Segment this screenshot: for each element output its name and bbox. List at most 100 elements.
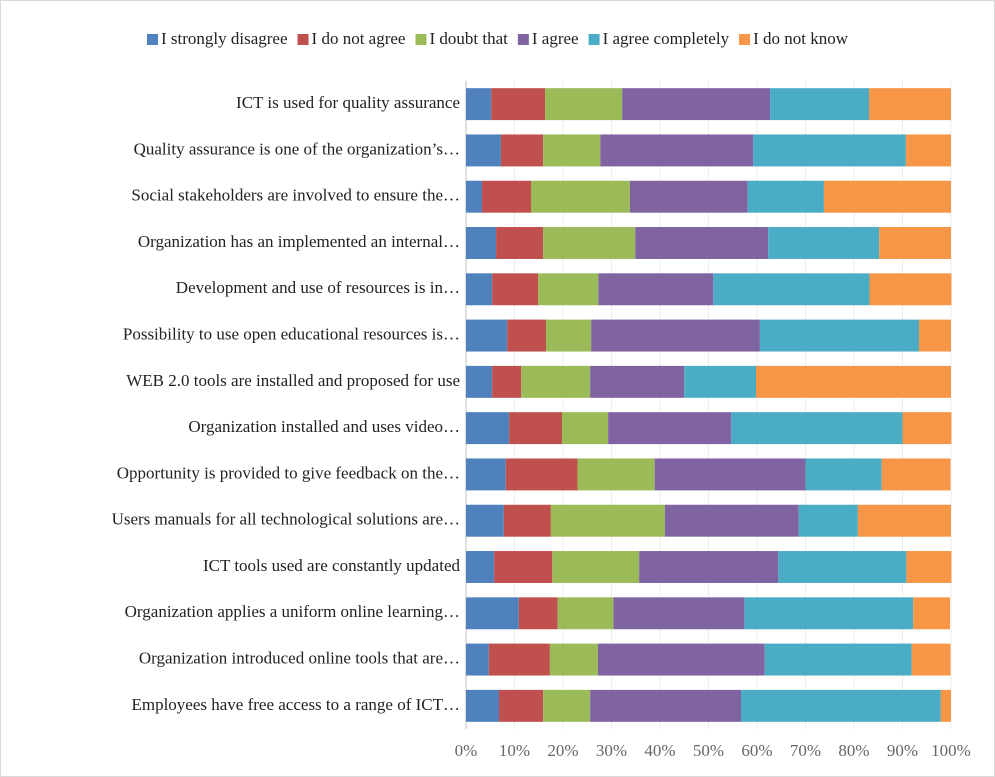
y-tick-label: Organization applies a uniform online le… [125,602,460,621]
bar-segment [798,504,858,537]
bar-segment [557,597,614,630]
y-tick-label: Organization introduced online tools tha… [139,648,460,667]
bar-segment [466,643,489,676]
bar-segment [545,88,623,121]
bar-segment [482,180,531,213]
legend-swatch [147,34,158,45]
bar-segment [768,227,880,259]
bar-segment [466,365,493,398]
bar-segment [753,134,906,167]
bar-segment [496,227,544,259]
bar-segment [805,458,882,491]
x-tick-label: 90% [887,741,918,760]
y-tick-label: Opportunity is provided to give feedback… [117,463,460,482]
x-tick-label: 50% [693,741,724,760]
y-tick-label: Possibility to use open educational reso… [123,324,460,343]
bar-segment [577,458,655,491]
bar-segment [597,643,765,676]
y-tick-label: ICT tools used are constantly updated [203,556,460,575]
y-tick-label: Development and use of resources is in… [176,278,460,297]
bar-segment [466,504,504,537]
y-tick-label: Employees have free access to a range of… [131,695,460,714]
bar-segment [759,319,919,352]
bar-segment [492,273,539,306]
bar-segment [562,412,609,445]
bar-segment [466,88,492,121]
bar-segment [684,365,757,398]
bar-segment [639,551,779,583]
y-tick-label: Social stakeholders are involved to ensu… [131,186,460,205]
bar-segment [600,134,754,167]
bar-segment [466,180,483,213]
bar-segment [629,180,748,213]
bar-segment [521,365,591,398]
bar-segment [498,689,544,722]
bar-segment [466,227,497,259]
bar-segment [770,88,870,121]
bar-segment [466,458,506,491]
bar-segment [744,597,914,630]
legend-label: I strongly disagree [161,29,288,48]
bar-segment [918,319,951,352]
bar-segment [466,597,519,630]
legend-label: I do not know [753,29,849,48]
bar-segment [664,504,799,537]
x-tick-label: 100% [931,741,971,760]
bar-segment [500,134,544,167]
y-tick-label: Quality assurance is one of the organiza… [134,139,460,158]
bar-segment [902,412,952,445]
bar-segment [881,458,951,491]
y-tick-label: ICT is used for quality assurance [236,93,460,112]
legend-label: I do not agree [312,29,406,48]
bar-segment [549,643,598,676]
x-tick-label: 80% [838,741,869,760]
bar-segment [598,273,714,306]
legend-swatch [739,34,751,45]
x-tick-label: 20% [547,741,578,760]
bar-segment [503,504,551,537]
bar-segment [756,365,951,398]
bar-segment [823,180,951,213]
x-tick-label: 0% [455,741,478,760]
x-tick-label: 60% [741,741,772,760]
bar-segment [940,689,951,722]
bar-segment [608,412,732,445]
legend-swatch [517,34,529,45]
bar-segment [869,88,951,121]
y-tick-label: Organization has an implemented an inter… [138,232,460,251]
bar-segment [731,412,903,445]
bar-segment [911,643,951,676]
bar-segment [518,597,558,630]
legend-label: I agree [532,29,579,48]
legend-label: I doubt that [429,29,508,48]
bar-segment [507,319,547,352]
bar-segment [906,551,952,583]
bar-segment [913,597,951,630]
bar-segment [466,319,508,352]
bar-segment [538,273,599,306]
bar-segment [543,227,636,259]
bar-segment [591,319,760,352]
bar-segment [509,412,563,445]
bar-segment [905,134,951,167]
bar-segment [764,643,912,676]
bar-segment [778,551,907,583]
bar-segment [543,134,601,167]
bar-segment [543,689,591,722]
x-tick-label: 40% [644,741,675,760]
bar-segment [488,643,550,676]
bar-segment [492,365,522,398]
bar-segment [654,458,806,491]
bar-segment [546,319,592,352]
bar-segment [505,458,578,491]
bar-segment [494,551,553,583]
bar-segment [491,88,546,121]
y-tick-label: Users manuals for all technological solu… [112,510,460,529]
bar-segment [622,88,771,121]
bar-segment [590,689,741,722]
legend-swatch [588,34,600,45]
bar-segment [466,134,501,167]
x-tick-label: 70% [790,741,821,760]
legend-label: I agree completely [603,29,730,48]
